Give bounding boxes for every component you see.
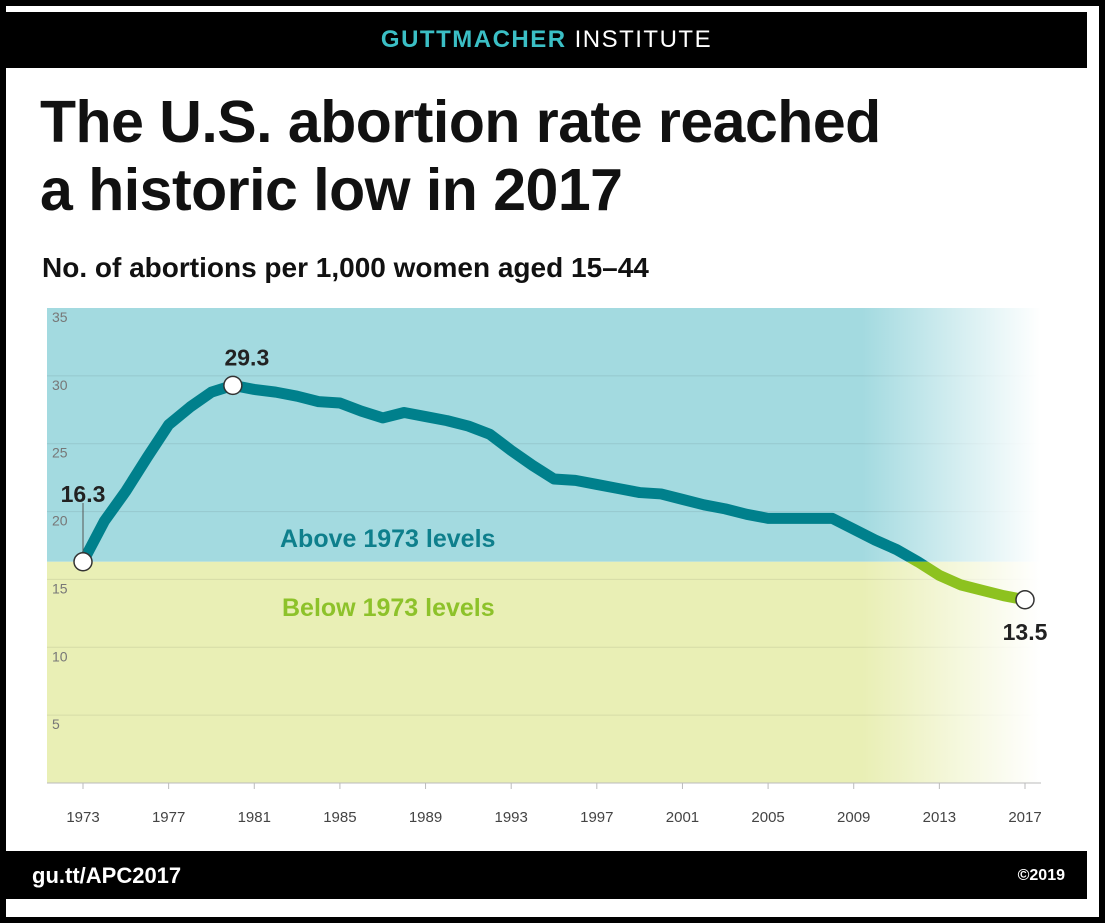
x-tick-label: 2009 <box>837 809 870 826</box>
x-tick-label: 2005 <box>751 809 784 826</box>
brand-header: GUTTMACHER INSTITUTE <box>6 12 1087 68</box>
x-tick-label: 1973 <box>66 809 99 826</box>
data-label: 16.3 <box>61 481 106 507</box>
region-label-above: Above 1973 levels <box>280 525 495 553</box>
x-tick-label: 2001 <box>666 809 699 826</box>
x-tick-label: 1989 <box>409 809 442 826</box>
region-label-below: Below 1973 levels <box>282 594 495 622</box>
footer-bar: gu.tt/APC2017 ©2019 <box>6 851 1087 899</box>
x-tick-label: 1981 <box>238 809 271 826</box>
brand-name: GUTTMACHER <box>380 26 567 53</box>
highlight-point <box>1015 590 1035 610</box>
highlight-point <box>73 552 93 572</box>
x-tick-label: 2017 <box>1008 809 1041 826</box>
brand-suffix: INSTITUTE <box>574 26 713 53</box>
x-tick-label: 1977 <box>152 809 185 826</box>
x-tick-label: 1985 <box>323 809 356 826</box>
source-link[interactable]: gu.tt/APC2017 <box>32 863 182 888</box>
x-tick-label: 1993 <box>494 809 527 826</box>
chart-subtitle: No. of abortions per 1,000 women aged 15… <box>42 252 649 283</box>
copyright: ©2019 <box>1017 867 1065 884</box>
data-label: 13.5 <box>1003 619 1048 645</box>
x-tick-label: 1997 <box>580 809 613 826</box>
x-tick-label: 2013 <box>923 809 956 826</box>
title-line-2: a historic low in 2017 <box>40 157 623 223</box>
chart-title: The U.S. abortion rate reached a histori… <box>40 88 881 224</box>
highlight-point <box>223 375 243 396</box>
data-label: 29.3 <box>224 344 269 370</box>
title-line-1: The U.S. abortion rate reached <box>40 89 881 155</box>
